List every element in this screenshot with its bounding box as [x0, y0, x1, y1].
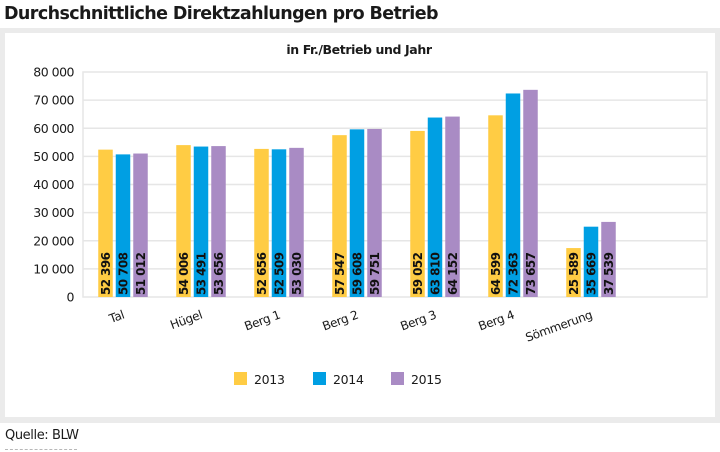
bar-2013-berg-2: [332, 135, 347, 297]
bar-value-label: 73 657: [524, 252, 538, 295]
y-tick-label: 80 000: [33, 65, 74, 80]
legend-swatch-2013: [234, 372, 247, 385]
source-note: Quelle: BLW: [5, 428, 79, 443]
y-tick-label: 60 000: [33, 121, 74, 136]
y-tick-label: 20 000: [33, 233, 74, 248]
y-tick-label: 50 000: [33, 149, 74, 164]
bar-value-label: 35 669: [585, 252, 599, 295]
bar-2015-berg-3: [445, 116, 460, 297]
bar-value-label: 63 810: [429, 252, 443, 295]
bar-2013-hügel: [176, 145, 191, 297]
bar-value-label: 72 363: [507, 252, 521, 295]
bar-2015-berg-2: [367, 128, 382, 297]
bar-2015-berg-1: [289, 147, 304, 297]
bar-2013-berg-3: [410, 130, 425, 297]
bar-value-label: 59 608: [351, 252, 365, 295]
bar-value-labels: 52 396 50 708 51 012 54 006 53 491 53 656 52 6…: [99, 252, 616, 295]
bar-2014-sömmerung: [583, 226, 599, 297]
bar-value-label: 52 509: [273, 252, 287, 295]
bar-2013-tal: [98, 149, 113, 297]
y-tick-label: 70 000: [33, 93, 74, 108]
y-tick-label: 40 000: [33, 177, 74, 192]
y-axis-ticks: 0 10 000 20 000 30 000 40 000 50 000 60 000 70 …: [33, 65, 75, 305]
x-category-label: Hügel: [168, 308, 204, 332]
bar-value-label: 52 656: [255, 252, 269, 295]
legend: 2013 2014 2015: [234, 372, 442, 387]
y-tick-label: 0: [67, 290, 75, 305]
bar-value-label: 51 012: [134, 252, 148, 295]
x-category-label: Tal: [106, 308, 126, 327]
bar-2014-tal: [115, 154, 131, 297]
bar-value-label: 59 751: [368, 252, 382, 295]
bar-2015-tal: [133, 153, 148, 297]
bar-2015-berg-4: [523, 89, 538, 297]
bar-value-label: 64 152: [446, 252, 460, 295]
y-tick-label: 10 000: [33, 261, 74, 276]
x-category-label: Berg 1: [242, 308, 282, 334]
bar-value-label: 25 589: [567, 252, 581, 295]
bar-2013-berg-1: [254, 148, 269, 297]
bar-value-label: 37 539: [602, 252, 616, 295]
chart-subtitle: in Fr./Betrieb und Jahr: [286, 42, 432, 57]
bar-value-label: 64 599: [489, 252, 503, 295]
y-tick-label: 30 000: [33, 205, 74, 220]
bar-2014-berg-2: [349, 129, 365, 297]
bar-value-label: 54 006: [177, 252, 191, 295]
bar-value-label: 59 052: [411, 252, 425, 295]
source-divider: [5, 449, 77, 452]
x-category-label: Berg 2: [320, 308, 360, 334]
legend-label-2013: 2013: [254, 372, 285, 387]
x-category-label: Berg 3: [398, 308, 438, 334]
bar-value-label: 50 708: [117, 252, 131, 295]
bar-2015-sömmerung: [601, 221, 616, 297]
bar-2014-berg-3: [427, 117, 443, 297]
bar-2014-hügel: [193, 146, 209, 297]
x-axis-labels: Tal Hügel Berg 1 Berg 2 Berg 3 Berg 4 Sömmerun…: [106, 308, 594, 345]
legend-label-2015: 2015: [411, 372, 442, 387]
bar-2015-hügel: [211, 146, 226, 297]
bar-value-label: 53 491: [195, 252, 209, 295]
page-title: Durchschnittliche Direktzahlungen pro Be…: [4, 4, 438, 24]
bar-2013-berg-4: [488, 115, 503, 298]
x-category-label: Sömmerung: [524, 308, 594, 345]
x-category-label: Berg 4: [476, 308, 516, 334]
bar-value-label: 57 547: [333, 252, 347, 295]
bar-2014-berg-1: [271, 149, 287, 297]
legend-swatch-2015: [391, 372, 404, 385]
legend-label-2014: 2014: [333, 372, 364, 387]
bar-value-label: 53 656: [212, 252, 226, 295]
bars: [98, 89, 616, 298]
legend-swatch-2014: [313, 372, 326, 385]
bar-value-label: 53 030: [290, 252, 304, 295]
bar-2013-sömmerung: [566, 248, 581, 297]
bar-value-label: 52 396: [99, 252, 113, 295]
bar-2014-berg-4: [505, 93, 521, 297]
